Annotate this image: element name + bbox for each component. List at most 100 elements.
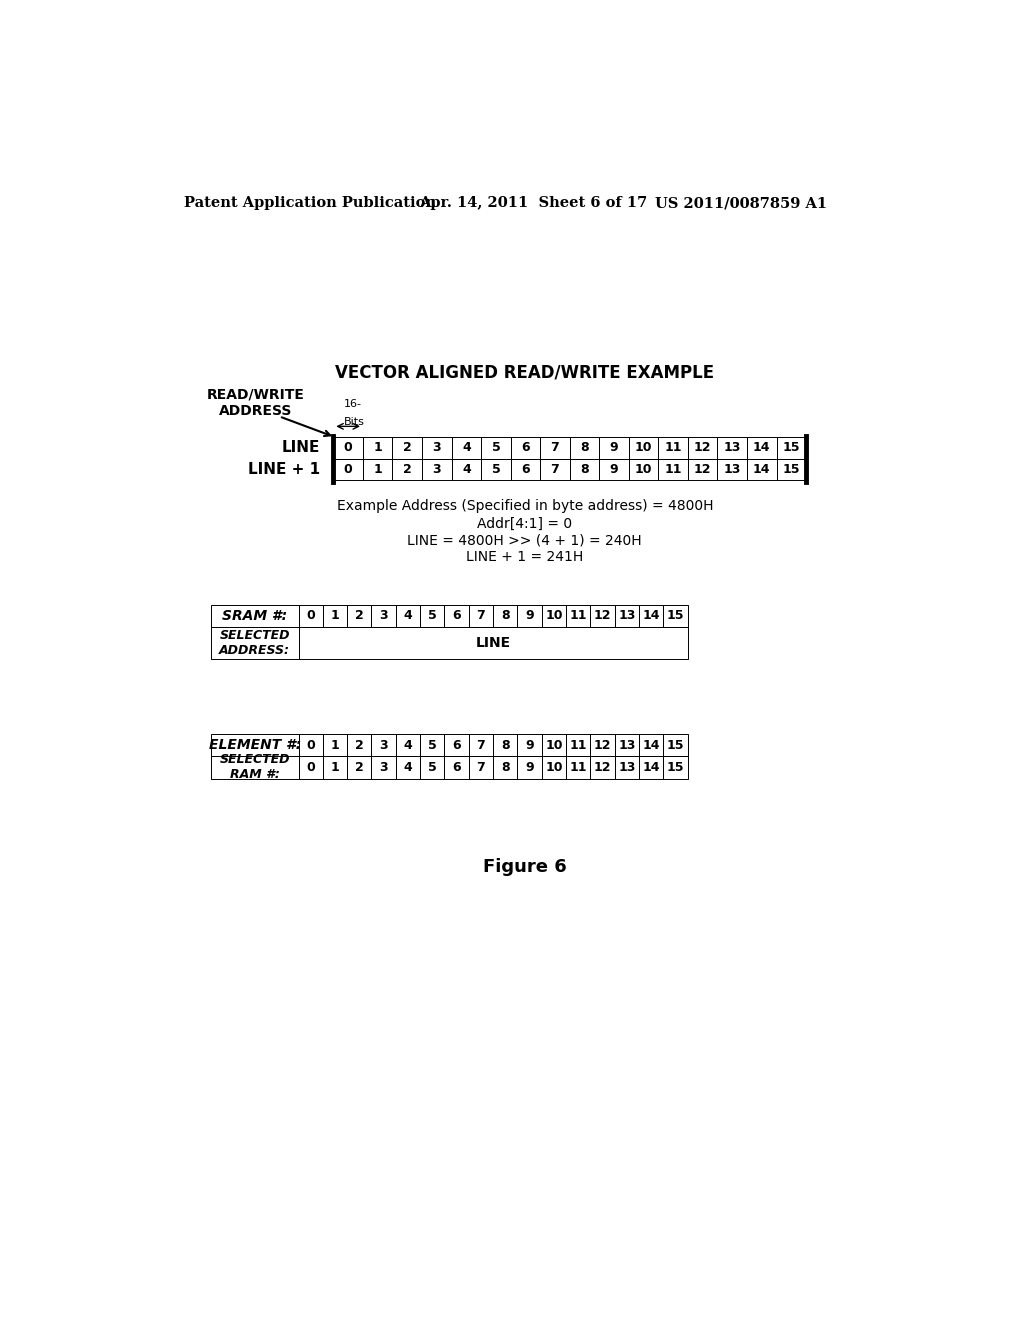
Bar xyxy=(718,437,748,459)
Bar xyxy=(629,437,658,459)
Bar xyxy=(614,605,639,627)
Bar xyxy=(493,756,517,779)
Text: 15: 15 xyxy=(782,441,800,454)
Text: 7: 7 xyxy=(476,610,485,622)
Bar xyxy=(590,605,614,627)
Bar xyxy=(323,734,347,756)
Bar xyxy=(614,734,639,756)
Bar xyxy=(347,734,372,756)
Bar xyxy=(392,437,422,459)
Text: 7: 7 xyxy=(476,760,485,774)
Text: 12: 12 xyxy=(594,610,611,622)
Bar xyxy=(395,734,420,756)
Text: US 2011/0087859 A1: US 2011/0087859 A1 xyxy=(655,197,827,210)
Bar xyxy=(664,756,687,779)
Bar xyxy=(639,734,664,756)
Text: 8: 8 xyxy=(501,739,510,751)
Bar xyxy=(395,756,420,779)
Text: 11: 11 xyxy=(569,739,587,751)
Text: Addr[4:1] = 0: Addr[4:1] = 0 xyxy=(477,516,572,531)
Bar xyxy=(511,437,541,459)
Text: 10: 10 xyxy=(635,441,652,454)
Bar xyxy=(299,605,323,627)
Text: 4: 4 xyxy=(462,463,471,477)
Text: 8: 8 xyxy=(581,463,589,477)
Text: 4: 4 xyxy=(403,610,413,622)
Text: 3: 3 xyxy=(379,739,388,751)
Bar xyxy=(481,437,511,459)
Text: SELECTED
ADDRESS:: SELECTED ADDRESS: xyxy=(219,628,290,657)
Bar xyxy=(511,459,541,480)
Bar xyxy=(362,459,392,480)
Text: 5: 5 xyxy=(428,760,436,774)
Bar xyxy=(299,627,687,659)
Bar xyxy=(566,756,590,779)
Bar xyxy=(718,459,748,480)
Bar xyxy=(334,459,362,480)
Text: Apr. 14, 2011  Sheet 6 of 17: Apr. 14, 2011 Sheet 6 of 17 xyxy=(419,197,647,210)
Bar xyxy=(420,734,444,756)
Bar xyxy=(372,734,395,756)
Bar xyxy=(444,605,469,627)
Text: 4: 4 xyxy=(462,441,471,454)
Text: 3: 3 xyxy=(379,610,388,622)
Bar xyxy=(569,459,599,480)
Text: 16-: 16- xyxy=(344,400,362,409)
Bar xyxy=(493,734,517,756)
Text: 7: 7 xyxy=(551,463,559,477)
Bar xyxy=(542,605,566,627)
Bar xyxy=(211,756,299,779)
Text: 8: 8 xyxy=(581,441,589,454)
Bar xyxy=(658,437,688,459)
Bar xyxy=(372,605,395,627)
Bar xyxy=(420,605,444,627)
Bar xyxy=(658,459,688,480)
Text: SRAM #:: SRAM #: xyxy=(222,609,288,623)
Text: 10: 10 xyxy=(545,739,562,751)
Text: 6: 6 xyxy=(521,441,529,454)
Bar xyxy=(629,459,658,480)
Bar xyxy=(776,459,806,480)
Bar xyxy=(362,437,392,459)
Text: 10: 10 xyxy=(545,610,562,622)
Text: 5: 5 xyxy=(492,463,501,477)
Bar xyxy=(299,734,323,756)
Text: 2: 2 xyxy=(355,610,364,622)
Text: 1: 1 xyxy=(331,739,339,751)
Text: 14: 14 xyxy=(642,760,659,774)
Text: 13: 13 xyxy=(724,463,741,477)
Text: 1: 1 xyxy=(331,610,339,622)
Text: 0: 0 xyxy=(344,463,352,477)
Bar xyxy=(590,734,614,756)
Text: 2: 2 xyxy=(402,441,412,454)
Bar xyxy=(566,734,590,756)
Text: 15: 15 xyxy=(667,760,684,774)
Text: 15: 15 xyxy=(667,739,684,751)
Text: Figure 6: Figure 6 xyxy=(483,858,566,875)
Bar xyxy=(542,756,566,779)
Text: ELEMENT #:: ELEMENT #: xyxy=(209,738,301,752)
Bar xyxy=(395,605,420,627)
Bar xyxy=(211,734,299,756)
Text: 14: 14 xyxy=(642,739,659,751)
Text: 7: 7 xyxy=(551,441,559,454)
Bar xyxy=(776,437,806,459)
Bar xyxy=(541,437,569,459)
Text: 12: 12 xyxy=(694,441,712,454)
Bar xyxy=(422,459,452,480)
Text: Bits: Bits xyxy=(344,417,366,428)
Bar xyxy=(469,605,493,627)
Text: 3: 3 xyxy=(432,441,441,454)
Bar xyxy=(614,756,639,779)
Bar xyxy=(599,459,629,480)
Text: 13: 13 xyxy=(618,760,636,774)
Text: 9: 9 xyxy=(609,441,618,454)
Text: LINE = 4800H >> (4 + 1) = 240H: LINE = 4800H >> (4 + 1) = 240H xyxy=(408,533,642,548)
Bar xyxy=(569,437,599,459)
Text: 2: 2 xyxy=(355,739,364,751)
Text: 14: 14 xyxy=(753,441,770,454)
Bar xyxy=(590,756,614,779)
Bar xyxy=(688,437,718,459)
Text: 7: 7 xyxy=(476,739,485,751)
Text: 6: 6 xyxy=(521,463,529,477)
